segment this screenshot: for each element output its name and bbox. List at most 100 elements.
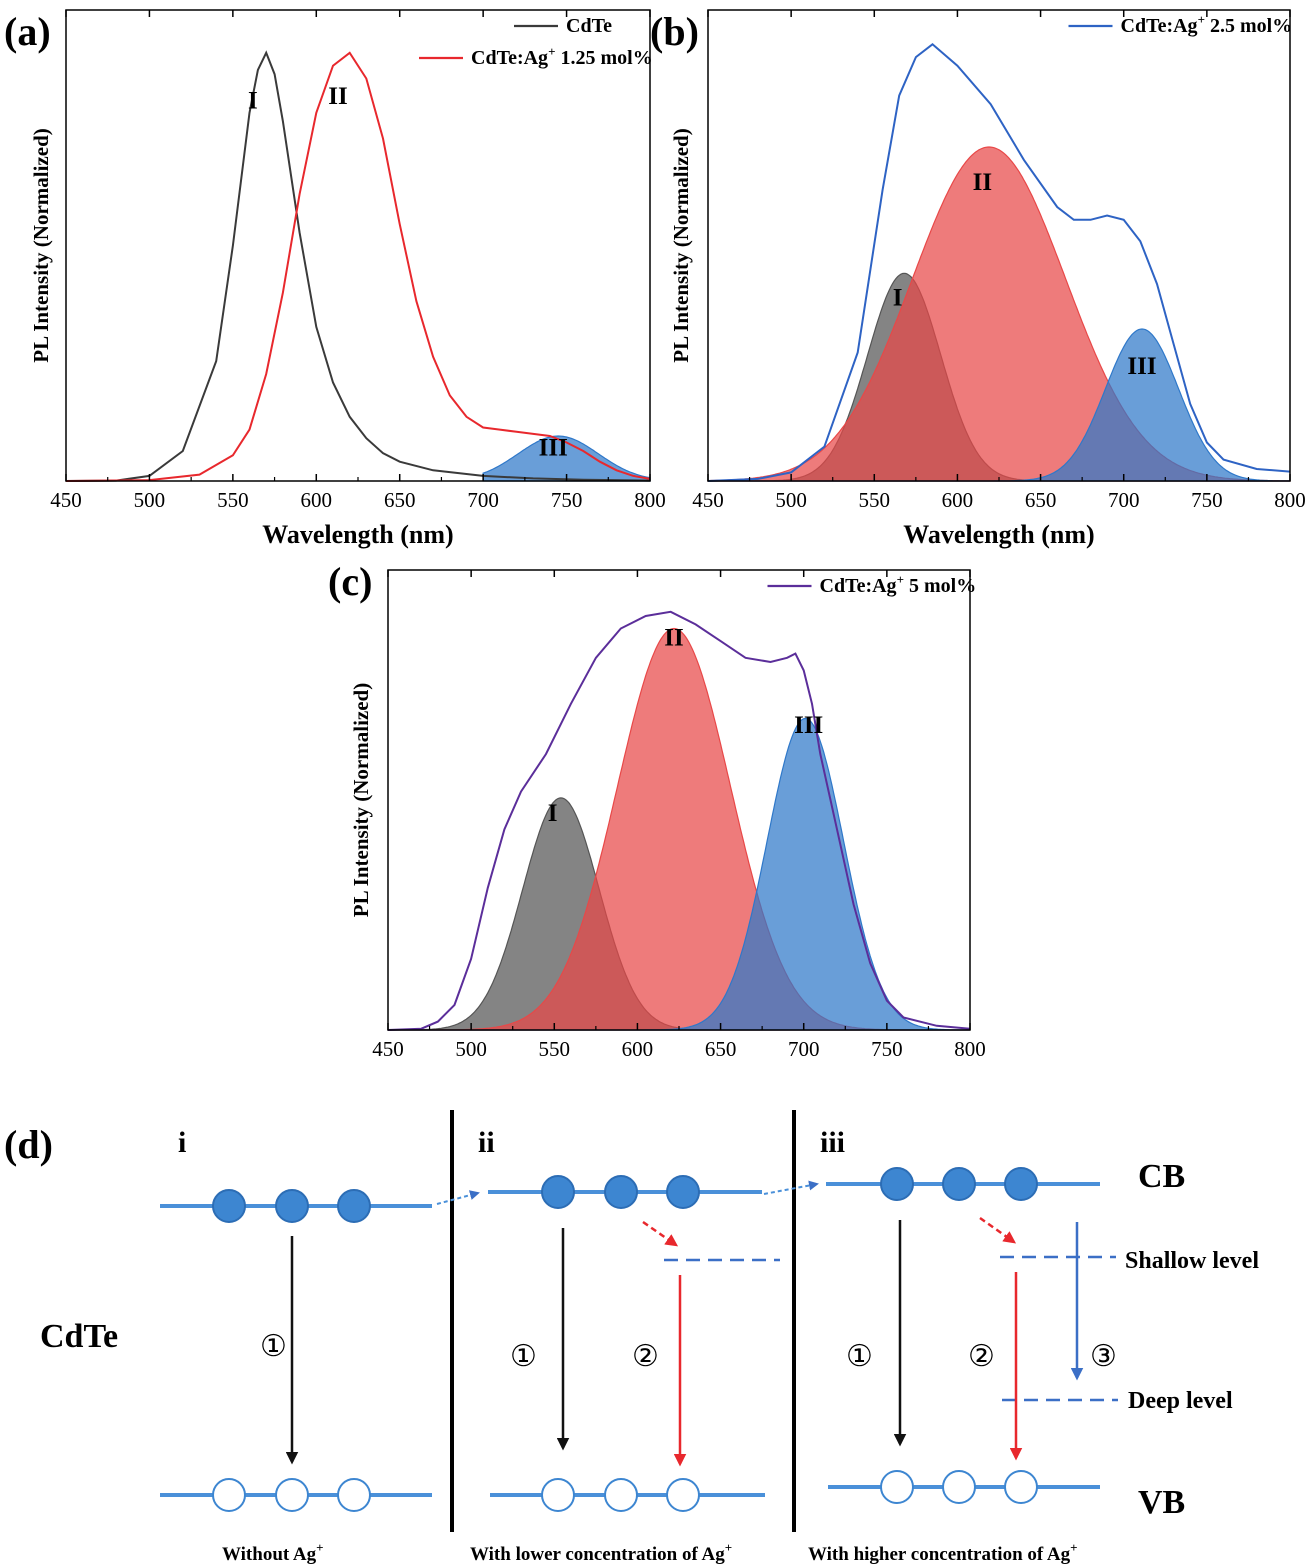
hole-icon [880,1470,914,1504]
electron-icon [337,1189,371,1223]
hole-icon [1004,1470,1038,1504]
deep-level-label: Deep level [1128,1388,1233,1414]
x-tick-label: 600 [942,488,974,512]
section-caption-iii: With higher concentration of Ag+ [808,1540,1078,1564]
electron-icon [212,1189,246,1223]
peak-label-I: I [248,87,258,114]
x-tick-label: 800 [954,1037,986,1061]
x-tick-label: 750 [551,488,583,512]
fitted-peak-III [482,435,651,482]
x-tick-label: 750 [871,1037,903,1061]
hole-icon [541,1478,575,1512]
hole-icon [337,1478,371,1512]
panel-letter-c: (c) [328,559,372,604]
trapping-arrow [642,1220,679,1247]
hole-icon [666,1478,700,1512]
fitted-peak-II [388,627,970,1031]
electron-icon [541,1175,575,1209]
electron-icon [1004,1167,1038,1201]
peak-label-III: III [539,434,568,461]
hole-icon [212,1478,246,1512]
x-tick-label: 550 [539,1037,571,1061]
x-tick-label: 800 [1274,488,1306,512]
legend-entry-tail: 1.25 mol% [555,47,652,69]
peak-label-III: III [794,712,823,739]
section-caption-ii: With lower concentration of Ag+ [470,1540,732,1564]
transfer-arrow [763,1180,819,1195]
x-tick-label: 550 [859,488,891,512]
legend-entry-sup: + [897,572,904,587]
hole-icon [604,1478,638,1512]
peak-label-III: III [1127,353,1156,380]
x-tick-label: 800 [634,488,666,512]
legend-entry-0: CdTe:Ag+ 2.5 mol% [1121,12,1293,37]
transition-mark: ② [968,1339,995,1374]
cdte-label: CdTe [40,1318,118,1355]
x-tick-label: 700 [788,1037,820,1061]
transfer-arrow [436,1190,480,1205]
x-tick-label: 600 [301,488,333,512]
cb-label: CB [1138,1158,1185,1195]
x-tick-label: 500 [134,488,166,512]
legend-entry-main: CdTe:Ag [820,575,897,597]
peak-label-II: II [664,624,683,651]
x-tick-label: 500 [775,488,807,512]
panel-letter-d: (d) [4,1122,53,1167]
plot-frame [65,9,651,482]
x-tick-label: 450 [372,1037,404,1061]
y-axis-label: PL Intensity (Normalized) [349,683,373,917]
electron-icon [666,1175,700,1209]
electron-icon [880,1167,914,1201]
x-tick-label: 550 [217,488,249,512]
series-line-0 [387,610,971,1031]
x-tick-label: 650 [1025,488,1057,512]
peak-label-II: II [328,83,347,110]
transition-mark: ② [632,1339,659,1374]
hole-icon [942,1470,976,1504]
transition-mark: ① [846,1339,873,1374]
x-tick-label: 700 [467,488,499,512]
electron-icon [275,1189,309,1223]
series-line-0 [65,50,651,482]
legend-entry-0: CdTe [566,15,612,37]
electron-icon [604,1175,638,1209]
panel-letter-a: (a) [4,9,51,54]
legend-entry-tail: 5 mol% [904,575,976,597]
x-axis-label: Wavelength (nm) [903,520,1094,549]
x-tick-label: 500 [455,1037,487,1061]
band-diagram: i ii iii CdTe CB VB Shallow level Deep l… [40,1110,1259,1564]
peak-label-II: II [973,169,992,196]
series-line-1 [65,51,651,482]
legend-entry-sup: + [548,44,555,59]
legend-entry-tail: 2.5 mol% [1205,15,1292,37]
hole-icon [275,1478,309,1512]
y-axis-label: PL Intensity (Normalized) [669,128,693,362]
legend-entry-sup: + [1198,12,1205,27]
panel-letter-b: (b) [650,9,699,54]
section-caption-i: Without Ag+ [222,1540,324,1564]
legend-entry-main: CdTe:Ag [471,47,548,69]
peak-label-I: I [893,284,903,311]
trapping-arrow [979,1216,1017,1244]
x-tick-label: 450 [692,488,724,512]
transition-mark: ① [260,1329,287,1364]
x-tick-label: 450 [50,488,82,512]
x-tick-label: 650 [384,488,416,512]
x-tick-label: 750 [1191,488,1223,512]
transition-mark: ③ [1090,1339,1117,1374]
y-axis-label: PL Intensity (Normalized) [29,128,53,362]
peak-label-I: I [548,800,558,827]
legend-entry-main: CdTe:Ag [1121,15,1198,37]
vb-label: VB [1138,1484,1185,1521]
x-tick-label: 650 [705,1037,737,1061]
shallow-level-label: Shallow level [1125,1248,1259,1274]
section-label-i: i [178,1126,186,1159]
electron-icon [942,1167,976,1201]
section-label-ii: ii [478,1126,495,1159]
legend-entry-1: CdTe:Ag+ 1.25 mol% [471,44,653,69]
transition-mark: ① [510,1339,537,1374]
series-line-0 [707,43,1291,482]
